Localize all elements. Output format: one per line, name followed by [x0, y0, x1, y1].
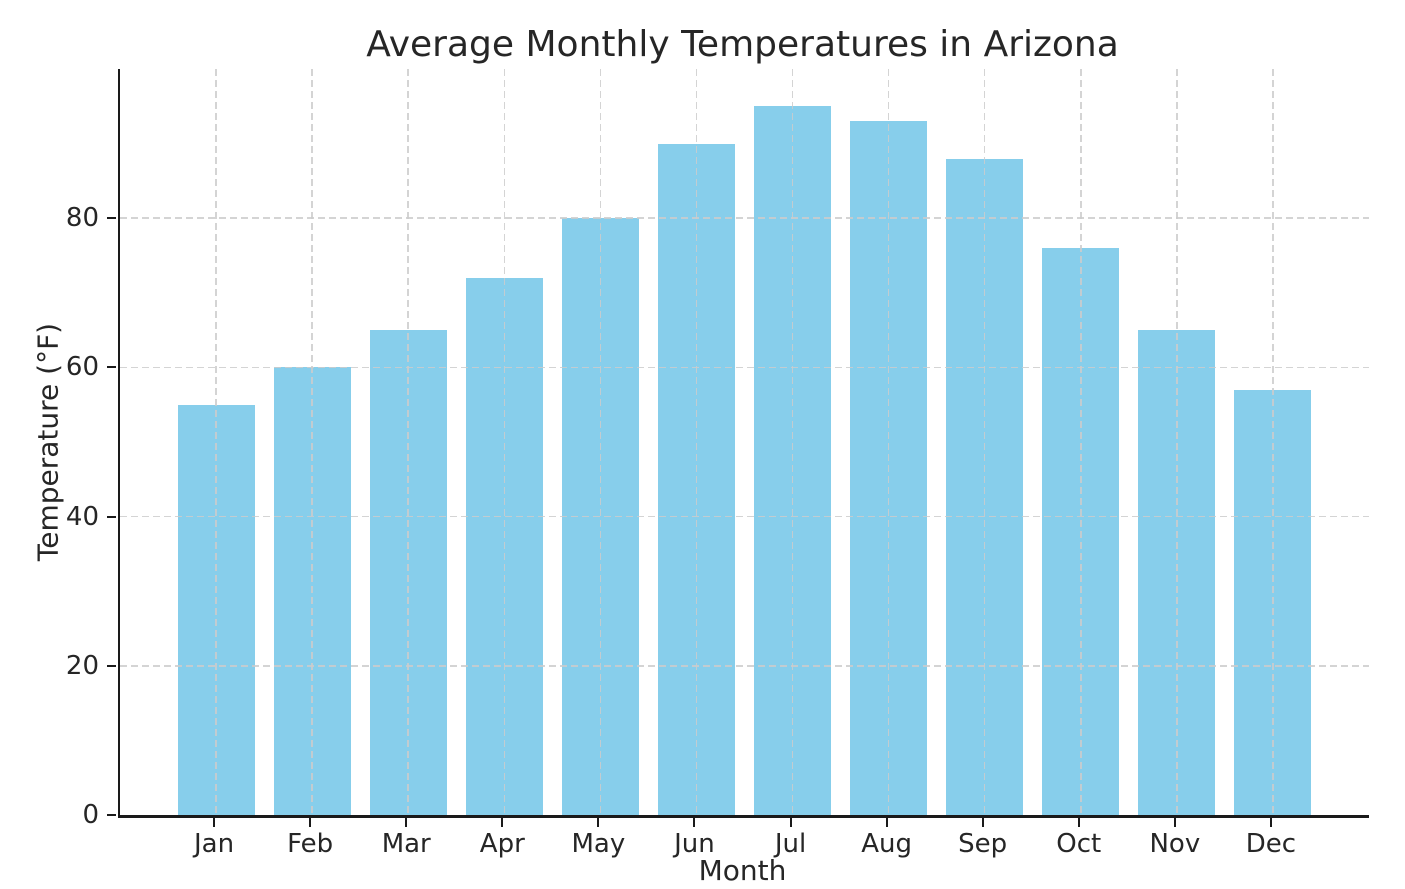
- xtick-mark-jun: [693, 818, 696, 827]
- xtick-label-jan: Jan: [194, 829, 235, 859]
- xtick-label-feb: Feb: [287, 829, 334, 859]
- xtick-mark-jan: [213, 818, 216, 827]
- bar-may: [561, 218, 639, 815]
- xtick-mark-sep: [981, 818, 984, 827]
- bar-nov: [1138, 330, 1216, 815]
- plot-area: [118, 69, 1369, 818]
- xtick-label-sep: Sep: [958, 829, 1008, 859]
- bar-aug: [850, 121, 928, 815]
- xtick-mark-dec: [1269, 818, 1272, 827]
- bar-jul: [754, 106, 831, 815]
- xtick-label-apr: Apr: [479, 829, 525, 859]
- bar-mar: [369, 330, 447, 815]
- xtick-label-oct: Oct: [1056, 829, 1102, 859]
- ytick-label-80: 80: [65, 203, 99, 234]
- ytick-mark-60: [107, 366, 116, 369]
- xtick-label-mar: Mar: [381, 829, 431, 859]
- ytick-mark-40: [107, 515, 116, 518]
- xtick-label-nov: Nov: [1149, 829, 1201, 859]
- xtick-label-dec: Dec: [1245, 829, 1297, 859]
- ytick-label-20: 20: [65, 650, 99, 681]
- xtick-mark-aug: [885, 818, 888, 827]
- ytick-mark-80: [107, 217, 116, 220]
- bar-sep: [946, 158, 1024, 815]
- xtick-mark-oct: [1077, 818, 1080, 827]
- xtick-mark-feb: [309, 818, 312, 827]
- ytick-label-60: 60: [65, 352, 99, 383]
- ytick-mark-20: [107, 664, 116, 667]
- bar-jan: [177, 404, 255, 815]
- xtick-label-jun: Jun: [674, 829, 715, 859]
- chart-title: Average Monthly Temperatures in Arizona: [366, 24, 1119, 65]
- x-axis-label: Month: [698, 854, 787, 887]
- bars-layer: [120, 69, 1369, 815]
- xtick-mark-apr: [501, 818, 504, 827]
- xtick-mark-mar: [405, 818, 408, 827]
- bar-jun: [658, 143, 735, 815]
- xtick-label-jul: Jul: [774, 829, 807, 859]
- bar-apr: [465, 277, 543, 815]
- ytick-label-40: 40: [65, 501, 99, 532]
- xtick-mark-nov: [1173, 818, 1176, 827]
- bar-dec: [1234, 389, 1312, 815]
- ytick-label-0: 0: [82, 800, 99, 830]
- bar-feb: [273, 367, 351, 815]
- xtick-mark-jul: [789, 818, 792, 827]
- xtick-label-aug: Aug: [861, 829, 912, 859]
- ytick-mark-0: [107, 814, 116, 816]
- xtick-label-may: May: [571, 829, 626, 859]
- xtick-mark-may: [597, 818, 600, 827]
- bar-oct: [1042, 248, 1120, 815]
